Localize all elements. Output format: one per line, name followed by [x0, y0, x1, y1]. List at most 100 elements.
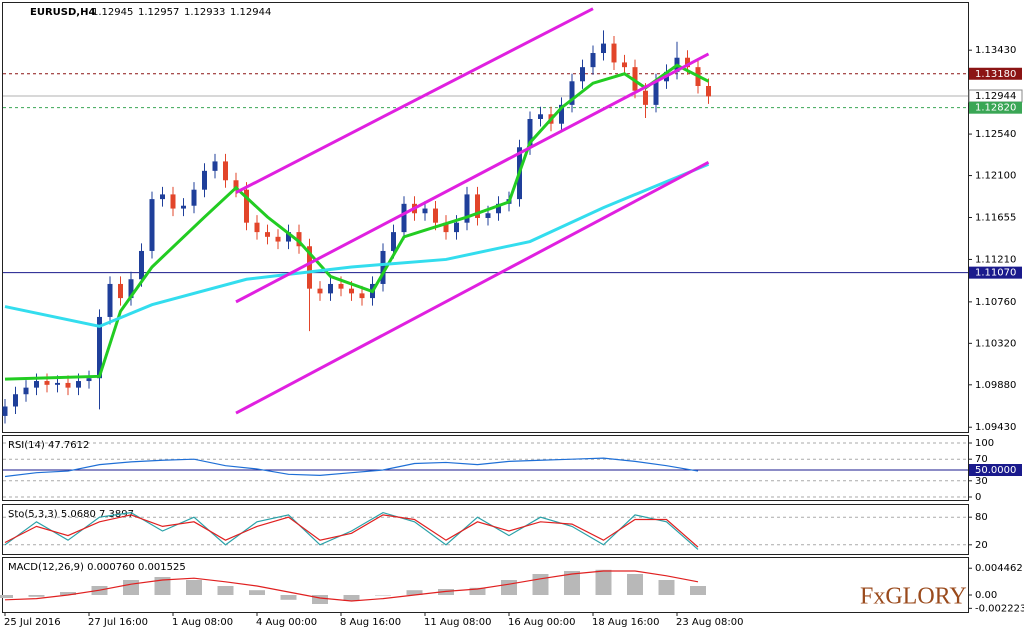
y-tick-label: 50.0000: [975, 465, 1016, 476]
candle-body: [622, 62, 627, 68]
candle-body: [233, 180, 239, 190]
y-tick-label: 100: [975, 438, 994, 449]
candle-body: [349, 288, 354, 294]
candle-body: [202, 170, 207, 190]
histogram-bar: [501, 580, 517, 595]
histogram-bar: [343, 595, 360, 601]
candle-body: [128, 279, 134, 299]
candle-body: [55, 382, 60, 385]
candle-body: [685, 57, 690, 68]
candle-body: [76, 381, 81, 388]
indicator-line: [4, 514, 699, 548]
indicator-title: RSI(14) 47.7612: [8, 440, 89, 451]
candle-body: [538, 114, 543, 119]
quote-value: 1.12945: [92, 7, 133, 18]
candle-body: [422, 208, 428, 214]
logo: FxGLORY: [860, 584, 967, 610]
symbol: EURUSD,H4: [30, 7, 95, 18]
candle-body: [34, 381, 39, 388]
histogram-bar: [123, 580, 139, 595]
candle-body: [44, 381, 50, 385]
candle-body: [643, 90, 648, 105]
candle-body: [170, 194, 176, 209]
macd-panel: [2, 557, 969, 613]
histogram-bar: [469, 587, 486, 595]
rsi-panel: [2, 435, 969, 501]
indicator-title: Sto(5,3,3) 5.0680 7.3897: [8, 509, 134, 520]
candle-body: [569, 81, 575, 105]
histogram-bar: [375, 595, 391, 596]
x-tick-label: 16 Aug 00:00: [508, 617, 575, 628]
y-tick-label: 1.11210: [975, 254, 1016, 265]
x-tick-label: 1 Aug 08:00: [172, 617, 233, 628]
histogram-bar: [532, 574, 549, 595]
price-level-label: 1.12820: [975, 103, 1016, 114]
y-tick-label: 0.004462: [975, 563, 1023, 574]
candle-body: [86, 378, 92, 382]
candle-body: [601, 43, 606, 54]
x-tick-label: 27 Jul 16:00: [88, 617, 148, 628]
candle-body: [2, 406, 8, 416]
histogram-bar: [564, 571, 580, 595]
candle-body: [286, 232, 291, 242]
x-tick-label: 8 Aug 16:00: [340, 617, 401, 628]
moving-average: [4, 162, 710, 328]
x-tick-label: 4 Aug 00:00: [256, 617, 317, 628]
y-tick-label: 1.13430: [975, 45, 1016, 56]
candle-body: [359, 293, 365, 299]
indicator-line: [4, 511, 699, 550]
candle-body: [706, 86, 711, 97]
channel-line: [235, 161, 710, 415]
candle-body: [454, 222, 459, 233]
candle-body: [317, 288, 323, 294]
histogram-bar: [690, 586, 706, 595]
candle-body: [160, 194, 165, 200]
y-tick-label: 1.09880: [975, 380, 1016, 391]
candle-body: [97, 316, 102, 379]
candle-body: [139, 250, 144, 280]
candle-body: [611, 43, 617, 63]
candle-body: [475, 194, 480, 218]
histogram-bar: [217, 586, 234, 595]
y-tick-label: 1.12540: [975, 129, 1016, 140]
level-label-box: [969, 464, 1022, 476]
y-tick-label: 80: [975, 512, 988, 523]
x-tick-label: 23 Aug 08:00: [676, 617, 743, 628]
candle-body: [590, 53, 596, 68]
candle-body: [223, 161, 228, 181]
x-tick-label: 25 Jul 2016: [4, 617, 61, 628]
indicator-title: MACD(12,26,9) 0.000760 0.001525: [8, 562, 186, 573]
y-tick-label: 0.00: [975, 590, 997, 601]
candle-body: [401, 203, 407, 233]
histogram-bar: [280, 595, 297, 600]
histogram-bar: [28, 595, 45, 597]
histogram-bar: [406, 590, 423, 595]
candle-body: [559, 104, 564, 124]
candle-body: [181, 205, 186, 209]
candle-body: [254, 222, 260, 233]
candle-body: [328, 283, 333, 294]
candle-body: [391, 232, 396, 251]
candle-body: [265, 232, 270, 237]
candle-body: [653, 81, 659, 105]
channel-line: [235, 52, 710, 304]
candle-body: [244, 189, 249, 223]
candle-body: [307, 246, 312, 289]
candle-body: [464, 194, 470, 223]
candle-body: [149, 199, 155, 251]
price-level-label: 1.12944: [975, 91, 1016, 102]
candle-body: [485, 213, 491, 218]
histogram-bar: [154, 577, 171, 595]
price-level-label: 1.11070: [975, 268, 1016, 279]
candle-body: [443, 222, 449, 233]
histogram-bar: [658, 580, 675, 595]
candle-body: [338, 283, 344, 289]
y-tick-label: 20: [975, 540, 988, 551]
moving-average: [4, 63, 710, 381]
y-tick-label: -0.002223: [975, 603, 1024, 614]
x-tick-label: 11 Aug 08:00: [424, 617, 491, 628]
signal-line: [4, 570, 699, 602]
histogram-bar: [595, 569, 612, 595]
candle-body: [23, 387, 29, 395]
